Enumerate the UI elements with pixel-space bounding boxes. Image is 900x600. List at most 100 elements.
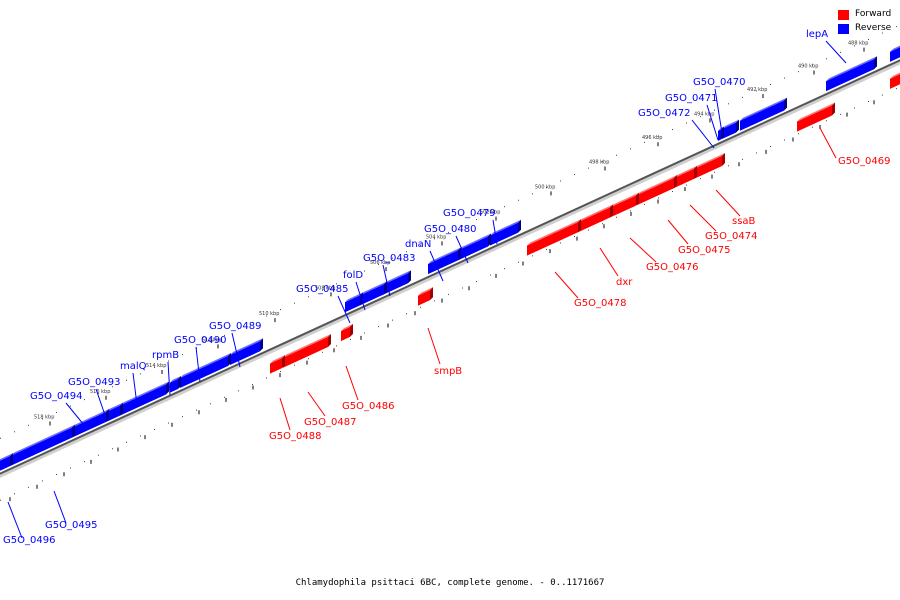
guide-dot-upper (294, 302, 295, 304)
forward-gene-box[interactable] (283, 334, 331, 368)
guide-dot-upper (560, 180, 561, 182)
forward-gene-box[interactable] (418, 287, 433, 306)
reverse-gene-box-top (345, 292, 363, 303)
guide-dot-lower (588, 229, 589, 231)
genome-axis (0, 59, 900, 478)
reverse-gene-box[interactable] (490, 219, 521, 246)
forward-gene-box[interactable] (694, 153, 725, 179)
forward-gene-box-top (283, 334, 331, 358)
leader-line (7, 501, 23, 539)
leader-line (279, 397, 291, 431)
reverse-gene-box[interactable] (72, 409, 109, 438)
reverse-gene-box[interactable] (826, 56, 877, 92)
reverse-gene-box-side (166, 381, 169, 395)
reverse-gene-box-face (740, 100, 784, 131)
reverse-gene-box-top (826, 56, 877, 82)
forward-gene-box-side (328, 334, 331, 348)
forward-gene-box[interactable] (797, 102, 835, 132)
forward-gene-box[interactable] (637, 175, 677, 206)
reverse-gene-box[interactable] (180, 352, 231, 389)
guide-dot-lower (70, 467, 71, 469)
forward-gene-box[interactable] (610, 192, 639, 218)
guide-dot-upper (392, 257, 393, 259)
guide-dot-lower (210, 403, 211, 405)
leader-line (599, 247, 619, 277)
forward-gene-box-face (527, 222, 578, 256)
forward-gene-box-face (578, 207, 610, 233)
forward-gene-box-top (890, 72, 900, 79)
guide-dot-upper (658, 135, 659, 137)
forward-gene-box-top (637, 175, 677, 196)
guide-dot-upper (126, 379, 127, 381)
guide-dot-upper (266, 315, 267, 317)
reverse-gene-box[interactable] (383, 270, 411, 295)
forward-gene-box-side (722, 153, 725, 167)
reverse-gene-box-face (428, 250, 458, 275)
guide-dot-lower (560, 242, 561, 244)
reverse-gene-box-top (0, 453, 13, 461)
gene-label-g5o-0495: G5O_0495 (45, 520, 97, 531)
forward-gene-box-face (637, 178, 674, 206)
guide-dot-upper (602, 161, 603, 163)
gene-label-g5o-0483: G5O_0483 (363, 253, 415, 264)
gene-label-malq: malQ (120, 361, 147, 372)
reverse-gene-box-side (784, 97, 787, 111)
reverse-gene-box[interactable] (10, 424, 75, 467)
guide-dot-lower (252, 383, 253, 385)
leader-line (231, 332, 241, 368)
reverse-gene-box[interactable] (106, 402, 123, 423)
reverse-gene-box[interactable] (170, 375, 181, 393)
reverse-gene-box[interactable] (890, 44, 900, 62)
reverse-gene-box[interactable] (120, 381, 169, 416)
leader-line (132, 372, 138, 406)
forward-gene-box[interactable] (341, 323, 353, 342)
leader-line (715, 189, 741, 217)
guide-dot-lower (602, 223, 603, 225)
gene-label-g5o-0471: G5O_0471 (665, 93, 717, 104)
reverse-gene-box[interactable] (458, 233, 491, 261)
scale-tick-label: 494 kbp (694, 111, 714, 117)
guide-dot-lower (434, 300, 435, 302)
gene-label-g5o-0475: G5O_0475 (678, 245, 730, 256)
guide-dot-upper (434, 238, 435, 240)
reverse-gene-box[interactable] (740, 97, 787, 131)
forward-gene-box-top (270, 355, 285, 364)
reverse-gene-box-top (383, 270, 411, 285)
guide-dot-upper (252, 321, 253, 323)
reverse-gene-box-face (458, 236, 488, 261)
reverse-gene-box[interactable] (230, 338, 263, 366)
forward-gene-box[interactable] (527, 219, 581, 256)
reverse-gene-box[interactable] (0, 453, 13, 473)
reverse-gene-box[interactable] (360, 281, 387, 306)
leader-line (492, 219, 498, 245)
guide-dot-lower (238, 390, 239, 392)
guide-dot-lower (182, 416, 183, 418)
guide-dot-upper (532, 193, 533, 195)
reverse-gene-box-top (890, 45, 900, 52)
guide-dot-lower (574, 236, 575, 238)
forward-gene-box[interactable] (270, 355, 285, 374)
guide-dot-lower (266, 377, 267, 379)
forward-gene-box-top (797, 102, 835, 122)
forward-gene-box-face (418, 290, 430, 306)
guide-dot-upper (182, 354, 183, 356)
guide-dot-lower (868, 100, 869, 102)
guide-dot-lower (224, 396, 225, 398)
reverse-gene-box[interactable] (428, 247, 461, 275)
gene-label-g5o-0470: G5O_0470 (693, 77, 745, 88)
guide-dot-lower (826, 120, 827, 122)
guide-dot-upper (462, 225, 463, 227)
forward-gene-box[interactable] (890, 71, 900, 89)
forward-gene-box[interactable] (672, 165, 697, 190)
guide-dot-lower (490, 274, 491, 276)
axis-shadow (0, 60, 900, 478)
guide-dot-lower (798, 133, 799, 135)
reverse-gene-box[interactable] (722, 119, 739, 140)
forward-gene-box-face (341, 326, 350, 342)
gene-label-g5o-0478: G5O_0478 (574, 298, 626, 309)
guide-dot-upper (826, 58, 827, 60)
reverse-gene-box-top (230, 338, 263, 356)
leader-line (706, 104, 719, 141)
guide-dot-upper (420, 244, 421, 246)
forward-gene-box[interactable] (578, 204, 613, 233)
